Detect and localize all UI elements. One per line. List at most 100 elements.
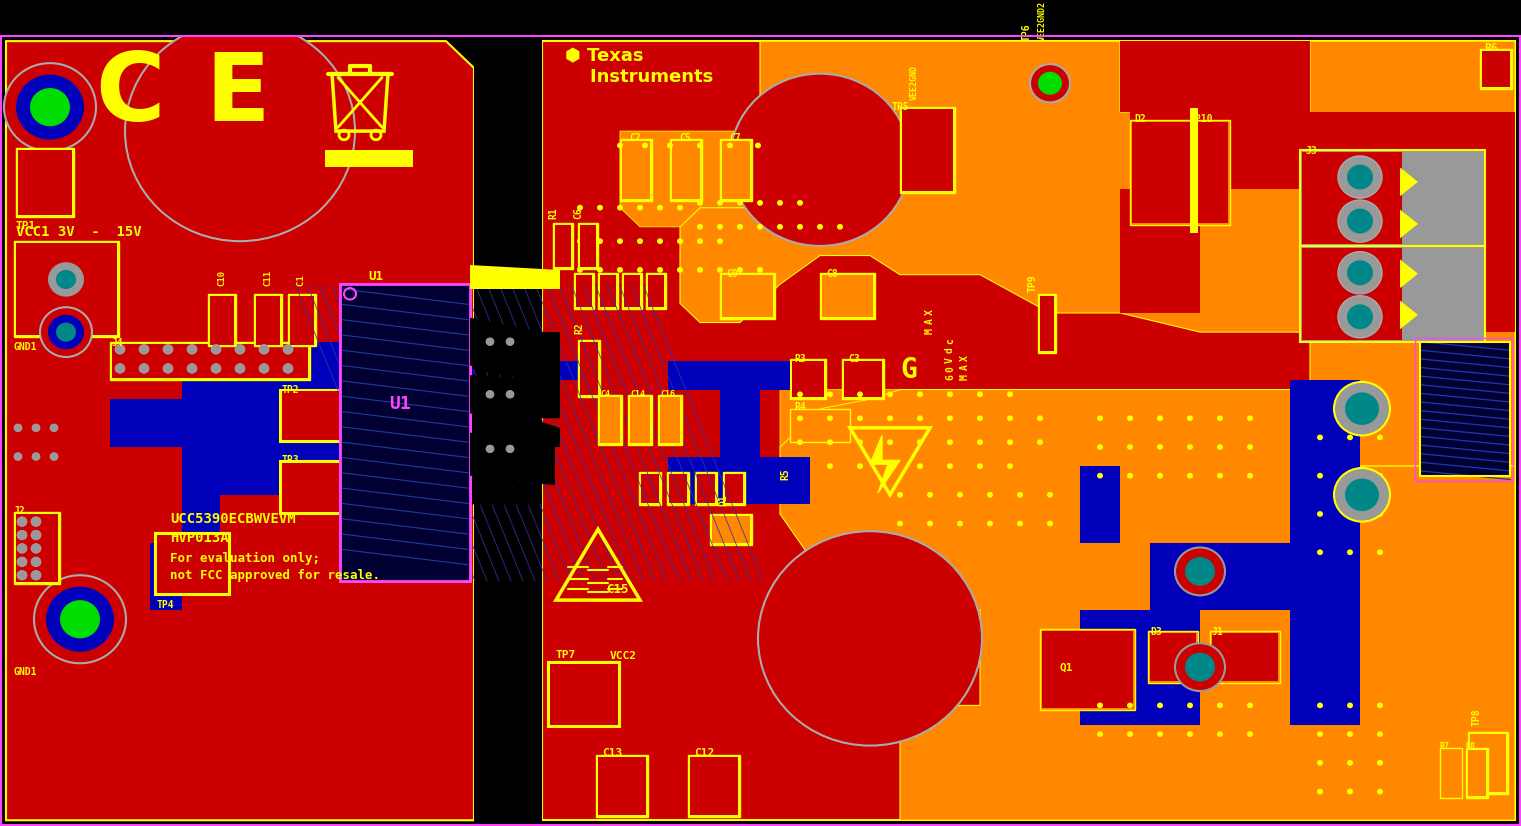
Text: TP5: TP5 (891, 102, 910, 112)
Circle shape (163, 363, 173, 373)
Text: A: A (925, 319, 935, 325)
Polygon shape (470, 433, 555, 485)
Circle shape (30, 557, 41, 567)
Circle shape (388, 526, 395, 534)
Circle shape (506, 391, 514, 398)
Circle shape (506, 445, 514, 453)
Circle shape (730, 74, 910, 246)
Bar (14, 241, 119, 337)
Bar (281, 392, 357, 440)
Circle shape (1348, 511, 1354, 517)
Bar (254, 294, 281, 346)
Circle shape (856, 463, 862, 469)
Polygon shape (1290, 380, 1360, 724)
Bar (669, 139, 703, 201)
Bar (1440, 748, 1462, 798)
Circle shape (1186, 444, 1192, 450)
Circle shape (1348, 760, 1354, 766)
Circle shape (1247, 415, 1253, 421)
Circle shape (817, 224, 823, 230)
Circle shape (1185, 557, 1215, 586)
Circle shape (1018, 492, 1024, 498)
Circle shape (1037, 72, 1062, 95)
Bar (639, 472, 662, 506)
Circle shape (757, 531, 983, 746)
Circle shape (17, 517, 27, 526)
Text: TP8: TP8 (1472, 709, 1481, 726)
Circle shape (1217, 731, 1223, 737)
Circle shape (405, 526, 412, 534)
Text: R8: R8 (1466, 742, 1475, 751)
Bar (341, 284, 470, 581)
Circle shape (797, 415, 803, 421)
Circle shape (1348, 434, 1354, 440)
Circle shape (1377, 511, 1383, 517)
Circle shape (576, 238, 583, 244)
Text: C13: C13 (602, 748, 622, 758)
Circle shape (976, 392, 983, 397)
Circle shape (1317, 703, 1323, 708)
Circle shape (17, 544, 27, 553)
Circle shape (856, 392, 862, 397)
Bar (1119, 188, 1200, 313)
Bar (287, 294, 316, 346)
Bar (1042, 631, 1133, 708)
Text: R5: R5 (780, 468, 789, 480)
Text: C1: C1 (297, 270, 306, 286)
Text: X: X (960, 355, 970, 361)
Bar (1040, 629, 1135, 710)
Polygon shape (541, 41, 1515, 820)
Circle shape (1037, 439, 1043, 445)
Circle shape (797, 224, 803, 230)
Circle shape (211, 344, 221, 354)
Bar (820, 273, 875, 319)
Text: R3: R3 (794, 354, 806, 364)
Circle shape (1157, 444, 1164, 450)
Circle shape (373, 506, 380, 513)
Bar (719, 273, 776, 319)
Circle shape (797, 200, 803, 206)
Circle shape (1247, 444, 1253, 450)
Circle shape (1317, 434, 1323, 440)
Bar (1481, 50, 1510, 87)
Circle shape (1097, 444, 1103, 450)
Bar (669, 474, 687, 503)
Circle shape (917, 415, 923, 421)
Circle shape (957, 520, 963, 526)
Bar (548, 662, 621, 728)
Circle shape (757, 267, 764, 273)
Bar (17, 514, 58, 582)
Circle shape (50, 424, 58, 432)
Circle shape (187, 363, 198, 373)
Bar (1468, 750, 1486, 796)
Circle shape (917, 392, 923, 397)
Circle shape (1377, 731, 1383, 737)
Bar (628, 396, 653, 445)
Polygon shape (870, 435, 900, 493)
Polygon shape (1399, 168, 1418, 197)
Circle shape (1348, 260, 1373, 285)
Bar (110, 342, 310, 380)
Polygon shape (341, 322, 560, 380)
Text: ⬢ Texas: ⬢ Texas (564, 47, 643, 65)
Circle shape (1186, 472, 1192, 478)
Circle shape (1127, 415, 1133, 421)
Circle shape (1348, 789, 1354, 795)
Circle shape (948, 439, 954, 445)
Circle shape (697, 224, 703, 230)
Circle shape (618, 238, 624, 244)
Text: J3: J3 (1307, 146, 1317, 156)
Circle shape (356, 484, 364, 492)
Polygon shape (6, 41, 475, 820)
Bar (622, 273, 642, 309)
Bar (695, 472, 716, 506)
Circle shape (405, 421, 412, 429)
Bar (17, 149, 75, 217)
Bar (341, 284, 470, 581)
Circle shape (1334, 468, 1390, 522)
Polygon shape (470, 375, 560, 418)
Circle shape (14, 453, 21, 460)
Bar (792, 361, 824, 397)
Bar (210, 296, 234, 344)
Bar (1150, 633, 1196, 681)
